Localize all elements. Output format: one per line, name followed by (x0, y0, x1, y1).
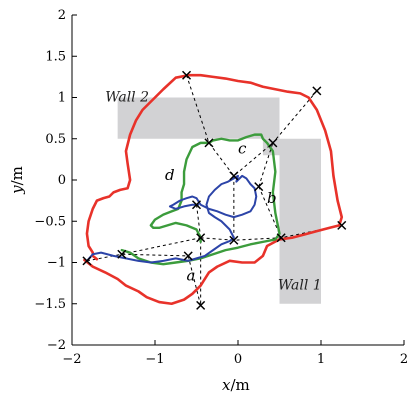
dashed-link-4 (196, 204, 202, 306)
annotation-c: c (238, 140, 247, 158)
waypoint-marker-11 (254, 182, 264, 192)
annotation-d: d (165, 166, 175, 184)
y-tick-label: −1 (47, 256, 66, 271)
x-tick-label: −1 (145, 352, 164, 367)
annotation-a: a (187, 267, 196, 285)
waypoint-marker-6 (229, 235, 239, 245)
y-tick-label: 0.5 (45, 132, 66, 147)
waypoint-marker-5 (196, 233, 206, 243)
y-tick-label: −1.5 (34, 297, 66, 312)
waypoint-marker-10 (229, 171, 239, 181)
y-tick-label: 1.5 (45, 49, 66, 64)
waypoint-marker-13 (268, 138, 278, 148)
walls-layer (117, 97, 321, 304)
waypoint-marker-8 (337, 220, 347, 230)
y-tick-label: 2 (58, 8, 66, 23)
waypoint-marker-7 (276, 233, 286, 243)
x-tick-label: 0 (234, 352, 242, 367)
dashed-link-8 (258, 142, 274, 187)
x-axis-unit: /m (230, 376, 249, 394)
dashed-link-5 (200, 224, 342, 241)
dashed-link-9 (186, 75, 235, 177)
y-tick-label: −0.5 (34, 214, 66, 229)
waypoint-marker-2 (117, 249, 127, 259)
waypoint-marker-9 (191, 200, 202, 210)
x-axis-label: x/m (222, 376, 250, 394)
dashed-link-2 (121, 237, 201, 255)
waypoint-marker-12 (204, 138, 214, 148)
series-line-3 (85, 174, 258, 264)
x-tick-label: 2 (400, 352, 408, 367)
x-tick-label: 1 (317, 352, 325, 367)
series-line-1 (83, 73, 344, 306)
waypoint-marker-4 (196, 300, 206, 310)
dashed-link-3 (187, 255, 202, 306)
axes-layer: −2 −1 0 1 2 −2 −1.5 −1 −0.5 0 0.5 1 1.5 2 x/m y/m (8, 8, 408, 394)
y-axis-label: y/m (8, 166, 26, 195)
waypoint-marker-3 (183, 251, 193, 261)
y-tick-label: 1 (58, 91, 66, 106)
wall-label-1: Wall 1 (278, 278, 322, 294)
waypoint-marker-14 (182, 70, 192, 80)
markers-layer (82, 70, 347, 310)
waypoint-marker-15 (312, 86, 322, 96)
y-tick-label: 0 (58, 173, 66, 188)
dashed-link-1 (86, 253, 189, 262)
wall-rect-2-1 (117, 97, 280, 139)
wall-rect-1-1 (279, 138, 321, 304)
waypoint-marker-1 (82, 256, 92, 266)
annotations-layer: a b c d Wall 1 Wall 2 (105, 90, 321, 294)
y-tick-label: −2 (47, 338, 66, 353)
x-tick-label: −2 (62, 352, 81, 367)
series-layer (83, 73, 344, 306)
series-line-2 (120, 133, 281, 266)
annotation-b: b (267, 189, 277, 207)
wall-label-2: Wall 2 (105, 90, 149, 106)
y-axis-unit: /m (8, 166, 26, 185)
